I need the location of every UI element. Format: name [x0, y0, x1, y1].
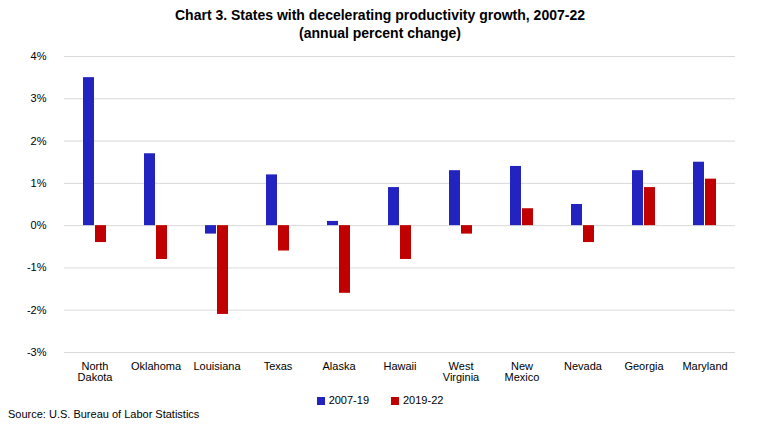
svg-text:Hawaii: Hawaii: [383, 360, 416, 372]
html-text:Source: U.S. Bureau of Labor S: Source: U.S. Bureau of Labor Statistics: [8, 408, 200, 420]
svg-text:0%: 0%: [31, 219, 47, 231]
svg-text:Maryland: Maryland: [682, 360, 727, 372]
html-text:Chart 3. States with decelerat: Chart 3. States with decelerating produc…: [175, 7, 585, 23]
html-text:(annual percent change): (annual percent change): [299, 25, 461, 41]
svg-text:NorthDakota: NorthDakota: [78, 360, 114, 383]
svg-text:2%: 2%: [31, 135, 47, 147]
svg-text:-2%: -2%: [27, 304, 47, 316]
svg-text:Nevada: Nevada: [564, 360, 603, 372]
svg-text:3%: 3%: [31, 92, 47, 104]
svg-text:Louisiana: Louisiana: [193, 360, 241, 372]
svg-text:WestVirginia: WestVirginia: [443, 360, 480, 383]
svg-text:-1%: -1%: [27, 261, 47, 273]
svg-text:Texas: Texas: [264, 360, 293, 372]
svg-text:4%: 4%: [31, 50, 47, 62]
svg-text:-3%: -3%: [27, 346, 47, 358]
svg-text:1%: 1%: [31, 177, 47, 189]
html-text:2019-22: 2019-22: [403, 394, 444, 406]
svg-text:Alaska: Alaska: [322, 360, 356, 372]
svg-text:Georgia: Georgia: [624, 360, 664, 372]
svg-text:NewMexico: NewMexico: [505, 360, 540, 383]
html-text:2007-19: 2007-19: [328, 394, 369, 406]
svg-text:Oklahoma: Oklahoma: [131, 360, 182, 372]
